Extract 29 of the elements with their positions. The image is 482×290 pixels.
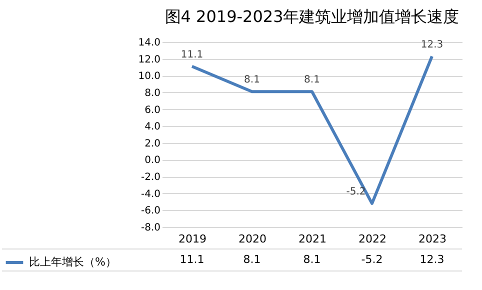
- x-tick-label: 2023: [418, 232, 446, 246]
- x-tick-label: 2021: [298, 232, 326, 246]
- data-label: 8.1: [244, 74, 260, 86]
- y-tick-label: 2.0: [144, 138, 160, 150]
- x-tick-label: 2019: [178, 232, 206, 246]
- y-tick-label: 14.0: [138, 38, 160, 48]
- text: 8.1: [243, 253, 261, 266]
- data-label: -5.2: [346, 186, 366, 198]
- text: 12.3: [420, 253, 444, 266]
- x-tick-label: 2022: [358, 232, 386, 246]
- x-tick-label: 2020: [238, 232, 266, 246]
- text: 11.1: [180, 253, 204, 266]
- y-tick-label: -6.0: [140, 206, 160, 217]
- data-label: 8.1: [304, 74, 320, 86]
- y-tick-label: -2.0: [140, 172, 160, 184]
- y-tick-label: 4.0: [144, 122, 160, 133]
- y-tick-label: 10.0: [138, 71, 160, 82]
- text: 8.1: [303, 253, 321, 266]
- legend-label: 比上年增长（%）: [29, 256, 116, 268]
- data-label: 11.1: [180, 49, 204, 60]
- y-tick-label: 6.0: [144, 104, 160, 116]
- text: -5.2: [361, 253, 383, 266]
- chart-title: 图4 2019-2023年建筑业增加值增长速度: [164, 7, 460, 26]
- data-label: 12.3: [420, 39, 444, 50]
- y-tick-label: -8.0: [140, 222, 160, 234]
- y-tick-label: 8.0: [144, 88, 160, 99]
- y-tick-label: 0.0: [144, 155, 160, 166]
- y-tick-label: 12.0: [138, 54, 160, 66]
- y-tick-label: -4.0: [140, 188, 160, 200]
